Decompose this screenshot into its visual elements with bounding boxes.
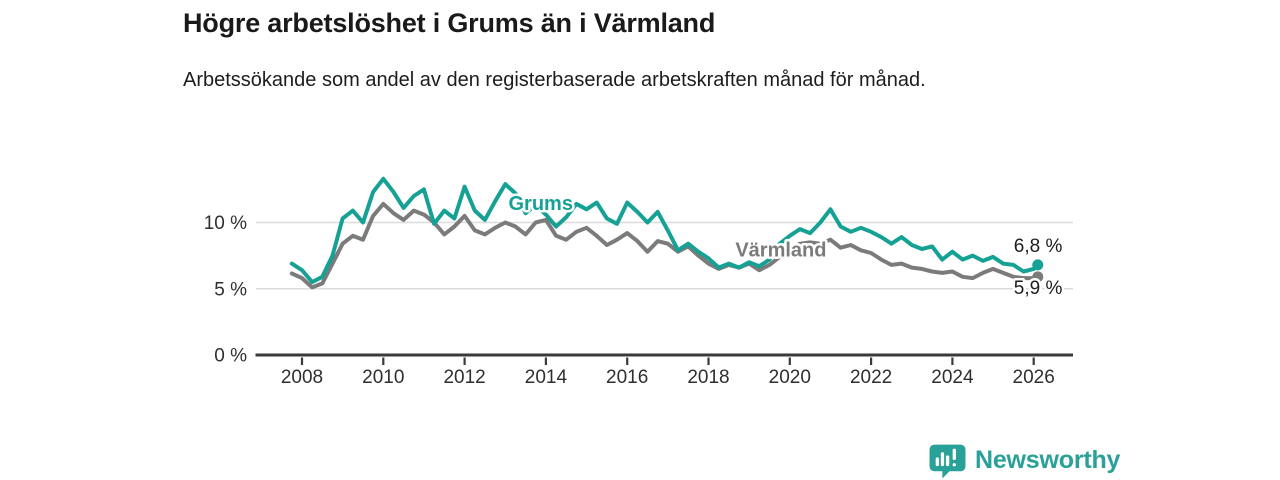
- grums-line-series: [289, 176, 1040, 285]
- grums-series-label: Grums: [509, 193, 573, 215]
- x-axis-label: 2022: [850, 367, 892, 388]
- newsworthy-logo-icon: [929, 444, 966, 479]
- x-axis-label: 2026: [1013, 367, 1055, 388]
- vrmland-series-label: Värmland: [735, 239, 826, 261]
- grums-end-dot: [1032, 259, 1044, 271]
- vrmland-end-value-label: 5,9 %: [1014, 278, 1063, 299]
- y-axis-label: 0 %: [214, 346, 247, 367]
- x-axis-label: 2012: [443, 367, 485, 388]
- chart-title: Högre arbetslöshet i Grums än i Värmland: [183, 8, 716, 38]
- x-axis-label: 2024: [931, 367, 974, 388]
- y-axis-label: 5 %: [214, 279, 247, 300]
- x-axis-label: 2008: [281, 367, 323, 388]
- x-axis-label: 2020: [769, 367, 811, 388]
- x-axis-label: 2018: [687, 367, 729, 388]
- chart-subtitle: Arbetssökande som andel av den registerb…: [183, 69, 926, 91]
- newsworthy-logo: Newsworthy: [929, 442, 1120, 479]
- x-axis-label: 2014: [525, 367, 568, 388]
- vrmland-line-series: [289, 201, 1040, 290]
- newsworthy-logo-text: Newsworthy: [975, 446, 1121, 474]
- x-axis-label: 2016: [606, 367, 648, 388]
- y-axis-label: 10 %: [204, 213, 247, 234]
- x-axis-label: 2010: [362, 367, 404, 388]
- vrmland-end-dot: [1032, 271, 1044, 283]
- grums-end-value-label: 6,8 %: [1014, 236, 1063, 257]
